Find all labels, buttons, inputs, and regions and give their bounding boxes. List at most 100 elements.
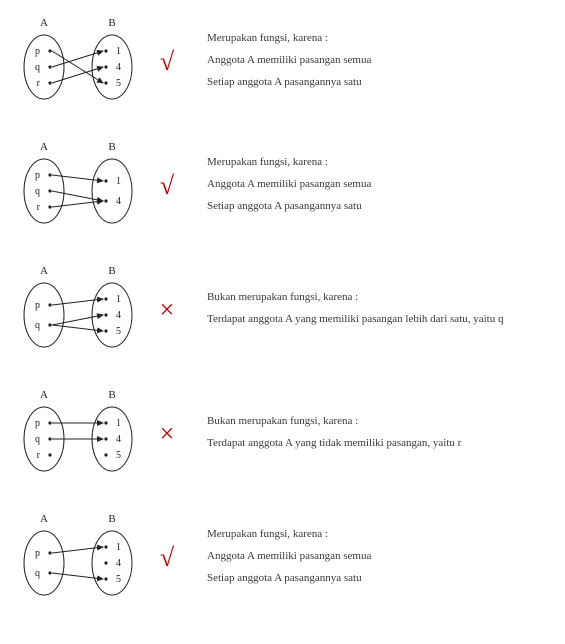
set-a-label: A bbox=[40, 265, 48, 277]
explanation-line: Merupakan fungsi, karena : bbox=[207, 153, 553, 173]
set-a-element: q bbox=[35, 62, 40, 73]
explanation-line: Terdapat anggota A yang memiliki pasanga… bbox=[207, 310, 553, 330]
mapping-arrow bbox=[52, 51, 103, 67]
set-b-dot bbox=[104, 179, 107, 182]
set-a-ellipse bbox=[24, 35, 64, 99]
set-b-dot bbox=[104, 453, 107, 456]
explanation-text: Merupakan fungsi, karena :Anggota A memi… bbox=[187, 525, 553, 590]
set-b-element: 1 bbox=[116, 418, 121, 429]
set-b-ellipse bbox=[92, 531, 132, 595]
set-a-dot bbox=[48, 303, 51, 306]
set-a-dot bbox=[48, 437, 51, 440]
mapping-arrow bbox=[52, 51, 103, 83]
mapping-diagram: ABpq145 bbox=[12, 508, 147, 608]
explanation-text: Merupakan fungsi, karena :Anggota A memi… bbox=[187, 29, 553, 94]
mapping-arrow bbox=[52, 325, 103, 331]
check-icon: √ bbox=[147, 171, 187, 201]
set-a-element: r bbox=[37, 78, 41, 89]
set-a-dot bbox=[48, 453, 51, 456]
set-a-ellipse bbox=[24, 531, 64, 595]
set-b-dot bbox=[104, 561, 107, 564]
mapping-arrow bbox=[52, 67, 103, 83]
cross-icon: × bbox=[147, 419, 187, 449]
set-b-dot bbox=[104, 313, 107, 316]
set-a-element: p bbox=[35, 300, 40, 311]
set-b-element: 4 bbox=[116, 196, 121, 207]
set-b-element: 5 bbox=[116, 574, 121, 585]
mapping-arrow bbox=[52, 315, 103, 325]
set-a-element: p bbox=[35, 170, 40, 181]
explanation-line: Merupakan fungsi, karena : bbox=[207, 29, 553, 49]
mapping-arrow bbox=[52, 191, 103, 201]
explanation-line: Merupakan fungsi, karena : bbox=[207, 525, 553, 545]
set-a-label: A bbox=[40, 17, 48, 29]
mapping-diagram: ABpqr145 bbox=[12, 384, 147, 484]
set-b-dot bbox=[104, 297, 107, 300]
function-example-row: ABpqr14√Merupakan fungsi, karena :Anggot… bbox=[12, 136, 553, 236]
set-a-label: A bbox=[40, 513, 48, 525]
set-a-element: p bbox=[35, 548, 40, 559]
mapping-arrow bbox=[52, 573, 103, 579]
set-a-dot bbox=[48, 65, 51, 68]
check-icon: √ bbox=[147, 47, 187, 77]
explanation-line: Setiap anggota A pasangannya satu bbox=[207, 197, 553, 217]
explanation-line: Anggota A memiliki pasangan semua bbox=[207, 51, 553, 71]
set-b-label: B bbox=[108, 265, 115, 277]
mapping-diagram: ABpqr14 bbox=[12, 136, 147, 236]
set-a-dot bbox=[48, 49, 51, 52]
explanation-line: Setiap anggota A pasangannya satu bbox=[207, 569, 553, 589]
mapping-arrow bbox=[52, 175, 103, 181]
set-b-element: 5 bbox=[116, 450, 121, 461]
mapping-diagram: ABpq145 bbox=[12, 260, 147, 360]
set-a-ellipse bbox=[24, 283, 64, 347]
explanation-line: Bukan merupakan fungsi, karena : bbox=[207, 412, 553, 432]
set-b-ellipse bbox=[92, 159, 132, 223]
set-b-dot bbox=[104, 577, 107, 580]
explanation-text: Bukan merupakan fungsi, karena :Terdapat… bbox=[187, 412, 553, 456]
mapping-arrow bbox=[52, 299, 103, 305]
set-b-dot bbox=[104, 421, 107, 424]
set-a-dot bbox=[48, 551, 51, 554]
set-b-label: B bbox=[108, 17, 115, 29]
set-a-label: A bbox=[40, 389, 48, 401]
set-b-element: 1 bbox=[116, 294, 121, 305]
set-a-dot bbox=[48, 571, 51, 574]
explanation-line: Bukan merupakan fungsi, karena : bbox=[207, 288, 553, 308]
set-b-element: 4 bbox=[116, 310, 121, 321]
explanation-line: Anggota A memiliki pasangan semua bbox=[207, 547, 553, 567]
set-a-element: q bbox=[35, 568, 40, 579]
set-b-element: 1 bbox=[116, 46, 121, 57]
set-b-element: 4 bbox=[116, 62, 121, 73]
set-b-label: B bbox=[108, 513, 115, 525]
set-a-dot bbox=[48, 173, 51, 176]
set-a-element: r bbox=[37, 202, 41, 213]
set-b-ellipse bbox=[92, 35, 132, 99]
set-b-dot bbox=[104, 65, 107, 68]
set-b-label: B bbox=[108, 389, 115, 401]
explanation-line: Terdapat anggota A yang tidak memiliki p… bbox=[207, 434, 553, 454]
set-b-dot bbox=[104, 81, 107, 84]
set-b-dot bbox=[104, 545, 107, 548]
set-a-dot bbox=[48, 81, 51, 84]
set-b-element: 1 bbox=[116, 176, 121, 187]
set-b-element: 4 bbox=[116, 558, 121, 569]
function-example-row: ABpq145√Merupakan fungsi, karena :Anggot… bbox=[12, 508, 553, 608]
set-a-dot bbox=[48, 421, 51, 424]
mapping-arrow bbox=[52, 547, 103, 553]
function-example-row: ABpq145×Bukan merupakan fungsi, karena :… bbox=[12, 260, 553, 360]
set-b-element: 5 bbox=[116, 78, 121, 89]
set-a-ellipse bbox=[24, 159, 64, 223]
set-b-ellipse bbox=[92, 283, 132, 347]
set-a-element: q bbox=[35, 434, 40, 445]
set-b-dot bbox=[104, 437, 107, 440]
set-a-dot bbox=[48, 189, 51, 192]
set-b-dot bbox=[104, 329, 107, 332]
set-b-element: 4 bbox=[116, 434, 121, 445]
set-b-dot bbox=[104, 49, 107, 52]
mapping-arrow bbox=[52, 201, 103, 207]
set-b-element: 5 bbox=[116, 326, 121, 337]
set-a-element: p bbox=[35, 418, 40, 429]
set-a-dot bbox=[48, 323, 51, 326]
explanation-text: Bukan merupakan fungsi, karena :Terdapat… bbox=[187, 288, 553, 332]
explanation-line: Anggota A memiliki pasangan semua bbox=[207, 175, 553, 195]
